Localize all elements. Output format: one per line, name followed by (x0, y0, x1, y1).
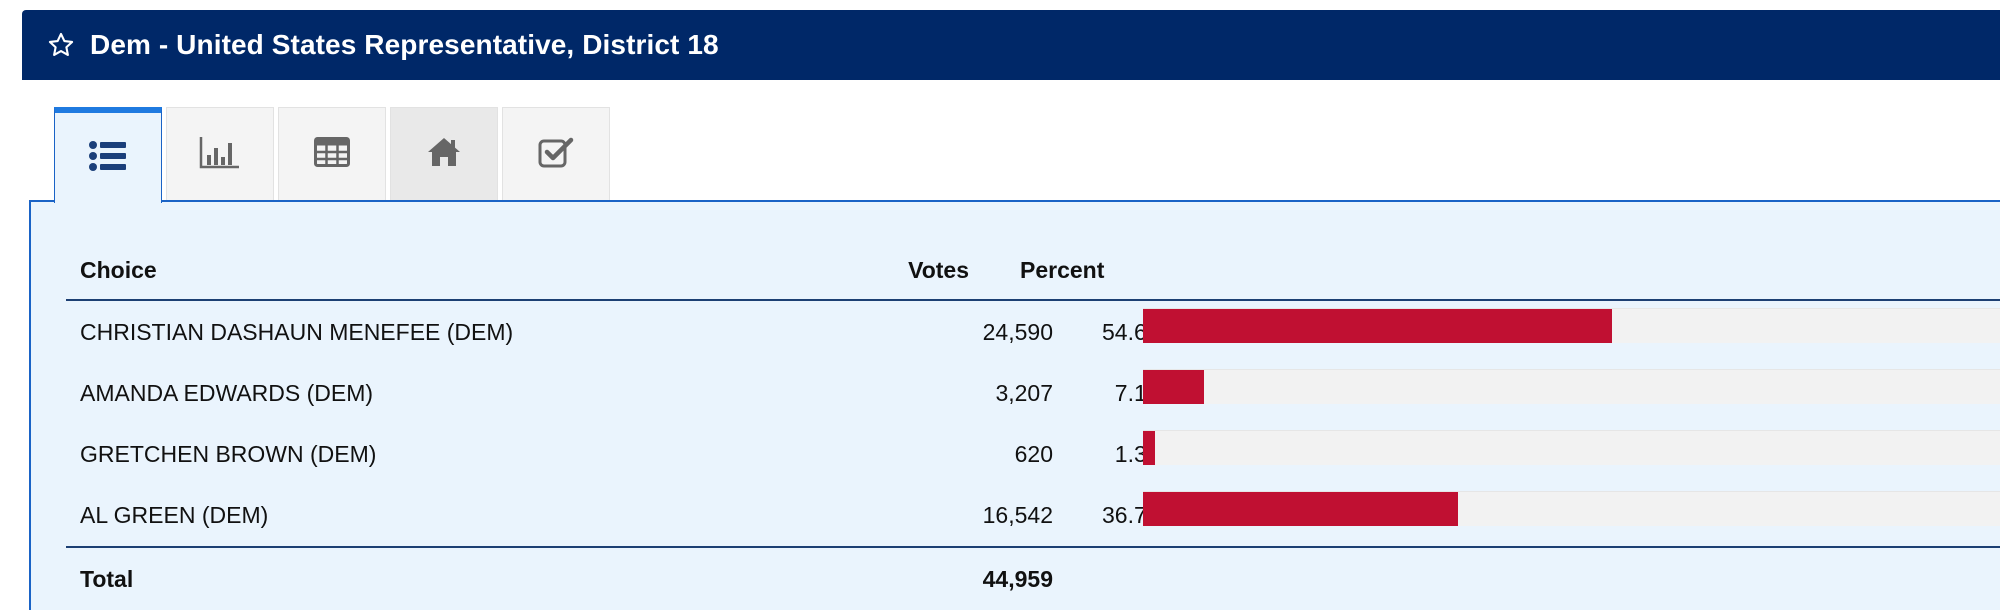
total-row: Total 44,959 (66, 548, 2000, 609)
candidate-name: GRETCHEN BROWN (DEM) (80, 441, 377, 467)
candidate-name: AL GREEN (DEM) (80, 502, 269, 528)
total-label: Total (80, 566, 134, 592)
tab-list[interactable] (54, 107, 162, 203)
percent-bar-fill (1143, 309, 1612, 343)
candidate-name: CHRISTIAN DASHAUN MENEFEE (DEM) (80, 319, 514, 345)
candidate-votes: 3,207 (995, 380, 1053, 406)
list-icon (88, 139, 128, 178)
race-title: Dem - United States Representative, Dist… (90, 29, 719, 60)
table-row: CHRISTIAN DASHAUN MENEFEE (DEM) 24,590 5… (66, 301, 2000, 362)
checkbox-icon (538, 136, 574, 173)
choice-header: Choice (80, 257, 157, 283)
percent-bar-fill (1143, 431, 1155, 465)
results-panel (29, 200, 2000, 610)
table-row: AL GREEN (DEM) 16,542 36.79% (66, 484, 2000, 545)
table-row: GRETCHEN BROWN (DEM) 620 1.38% (66, 423, 2000, 484)
candidate-votes: 16,542 (982, 502, 1053, 528)
percent-bar (1143, 369, 2000, 404)
view-tabs (54, 107, 614, 203)
votes-header: Votes (908, 257, 969, 283)
table-icon (314, 137, 350, 172)
table-row: AMANDA EDWARDS (DEM) 3,207 7.13% (66, 362, 2000, 423)
total-divider (66, 546, 2000, 548)
percent-bar (1143, 430, 2000, 465)
total-votes: 44,959 (982, 566, 1053, 592)
percent-bar-fill (1143, 492, 1459, 526)
header-divider (66, 299, 2000, 301)
tab-checkbox[interactable] (502, 107, 610, 201)
tab-table[interactable] (278, 107, 386, 201)
candidate-votes: 24,590 (982, 319, 1053, 345)
star-icon[interactable] (46, 30, 76, 60)
bar-chart-icon (199, 135, 241, 174)
tab-bar-chart[interactable] (166, 107, 274, 201)
percent-bar-fill (1143, 370, 1205, 404)
home-icon (426, 136, 462, 173)
race-header: Dem - United States Representative, Dist… (22, 10, 2000, 80)
percent-bar (1143, 491, 2000, 526)
percent-header: Percent (1020, 257, 1105, 283)
percent-bar (1143, 308, 2000, 343)
candidate-name: AMANDA EDWARDS (DEM) (80, 380, 374, 406)
tab-home[interactable] (390, 107, 498, 201)
candidate-votes: 620 (1014, 441, 1053, 467)
